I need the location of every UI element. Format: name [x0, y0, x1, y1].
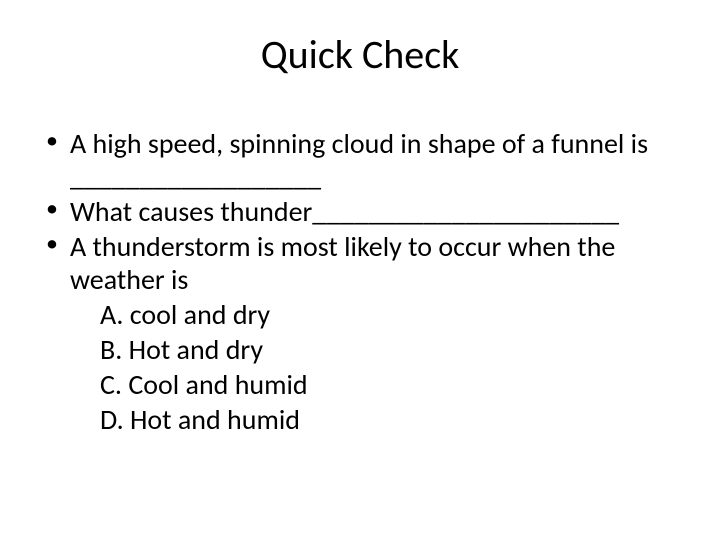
bullet-item-2: What causes thunder_____________________… [40, 195, 690, 228]
slide-body: A high speed, spinning cloud in shape of… [30, 127, 690, 436]
option-c: C. Cool and humid [100, 368, 690, 401]
option-a: A. cool and dry [100, 298, 690, 331]
bullet-list: A high speed, spinning cloud in shape of… [30, 127, 690, 296]
answer-options: A. cool and dry B. Hot and dry C. Cool a… [30, 298, 690, 436]
option-b: B. Hot and dry [100, 333, 690, 366]
slide-container: Quick Check A high speed, spinning cloud… [0, 0, 720, 540]
slide-title: Quick Check [30, 30, 690, 79]
bullet-item-3: A thunderstorm is most likely to occur w… [40, 230, 690, 296]
bullet-item-1: A high speed, spinning cloud in shape of… [40, 127, 690, 193]
option-d: D. Hot and humid [100, 403, 690, 436]
